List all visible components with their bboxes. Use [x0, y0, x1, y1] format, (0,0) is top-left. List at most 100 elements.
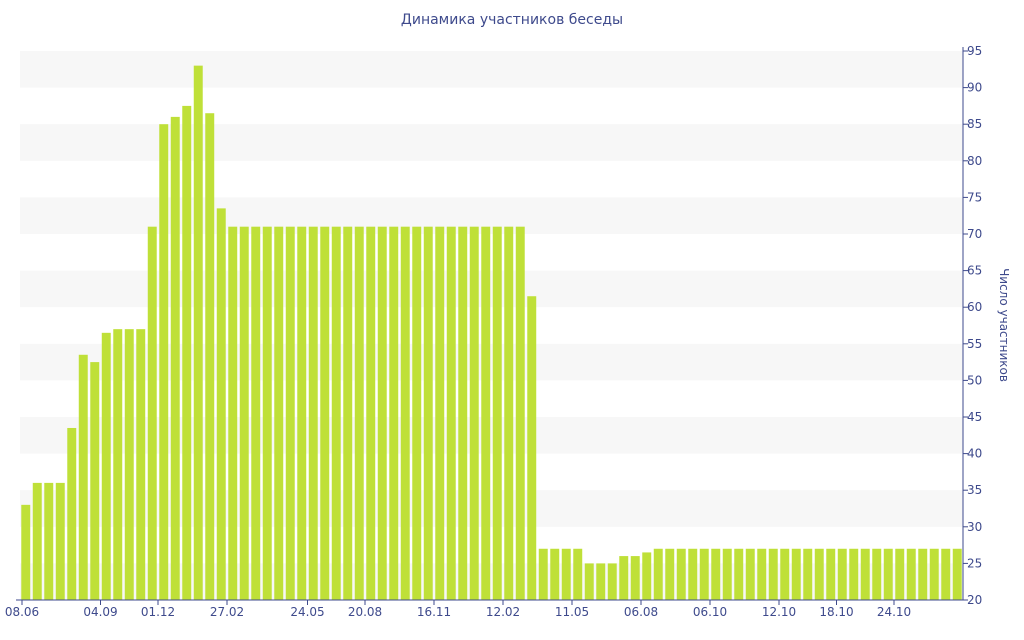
- y-tick-label: 45: [967, 410, 982, 424]
- bar: [699, 548, 709, 600]
- bar: [929, 548, 939, 600]
- bar: [814, 548, 824, 600]
- bar: [538, 548, 548, 600]
- y-tick-label: 20: [967, 593, 982, 607]
- y-tick-label: 80: [967, 154, 982, 168]
- bar: [872, 548, 882, 600]
- x-tick-label: 12.10: [762, 605, 796, 619]
- bars: [21, 65, 962, 601]
- bar: [527, 296, 537, 600]
- bar: [883, 548, 893, 600]
- bar: [67, 427, 77, 600]
- bar: [665, 548, 675, 600]
- bar: [159, 124, 169, 600]
- bar: [55, 482, 65, 600]
- bar: [32, 482, 42, 600]
- bar: [458, 226, 468, 600]
- bar: [78, 354, 88, 600]
- bar: [400, 226, 410, 600]
- y-tick-label: 75: [967, 190, 982, 204]
- bar: [745, 548, 755, 600]
- x-tick-label: 12.02: [486, 605, 520, 619]
- y-tick-label: 50: [967, 373, 982, 387]
- bar: [860, 548, 870, 600]
- bar: [205, 113, 215, 600]
- bar: [734, 548, 744, 600]
- bar: [377, 226, 387, 600]
- bar: [653, 548, 663, 600]
- y-tick-label: 90: [967, 81, 982, 95]
- x-tick-label: 01.12: [141, 605, 175, 619]
- bar: [193, 65, 203, 600]
- bar: [297, 226, 307, 600]
- bar: [837, 548, 847, 600]
- y-tick-label: 65: [967, 264, 982, 278]
- bar: [918, 548, 928, 600]
- bar: [21, 504, 31, 600]
- y-tick-label: 25: [967, 556, 982, 570]
- bar: [596, 563, 606, 600]
- axes: [16, 47, 964, 601]
- bar: [550, 548, 560, 600]
- bar: [906, 548, 916, 600]
- bar: [182, 105, 192, 601]
- chart-title: Динамика участников беседы: [400, 12, 624, 28]
- x-tick-label: 11.05: [555, 605, 589, 619]
- bar: [573, 548, 583, 600]
- y-axis-ticks: 20 25 30 35 40 45 50 55 60 65 70 75 80 85 90 95: [963, 44, 982, 607]
- bar: [124, 329, 134, 600]
- y-tick-label: 95: [967, 44, 982, 58]
- bar: [331, 226, 341, 600]
- y-tick-label: 35: [967, 483, 982, 497]
- bar: [941, 548, 951, 600]
- bar: [308, 226, 318, 600]
- x-tick-label: 24.05: [290, 605, 324, 619]
- bar: [228, 226, 238, 600]
- x-tick-label: 16.11: [417, 605, 451, 619]
- y-tick-label: 85: [967, 117, 982, 131]
- bar: [619, 556, 629, 600]
- bar: [642, 552, 652, 600]
- bar: [412, 226, 422, 600]
- bar: [469, 226, 479, 600]
- x-axis-ticks: 08.06 04.09 01.12 27.02 24.05 20.08 16.11 12.02…: [5, 600, 911, 619]
- bar: [688, 548, 698, 600]
- bar: [515, 226, 525, 600]
- bar: [481, 226, 491, 600]
- bar: [446, 226, 456, 600]
- bar: [251, 226, 261, 600]
- bar: [630, 556, 640, 600]
- bar: [354, 226, 364, 600]
- bar: [90, 362, 100, 600]
- y-tick-label: 60: [967, 300, 982, 314]
- x-tick-label: 06.08: [624, 605, 658, 619]
- x-tick-label: 20.08: [348, 605, 382, 619]
- bar: [791, 548, 801, 600]
- bar: [607, 563, 617, 600]
- bar: [44, 482, 54, 600]
- bar: [320, 226, 330, 600]
- bar: [757, 548, 767, 600]
- bar: [826, 548, 836, 600]
- bar: [423, 226, 433, 600]
- bar: [768, 548, 778, 600]
- bar: [389, 226, 399, 600]
- y-tick-label: 55: [967, 337, 982, 351]
- x-tick-label: 27.02: [210, 605, 244, 619]
- bar: [343, 226, 353, 600]
- x-tick-label: 08.06: [5, 605, 39, 619]
- bar: [285, 226, 295, 600]
- bar: [676, 548, 686, 600]
- bar: [435, 226, 445, 600]
- x-tick-label: 06.10: [693, 605, 727, 619]
- y-tick-label: 40: [967, 447, 982, 461]
- bar: [147, 226, 157, 600]
- bar: [366, 226, 376, 600]
- bar: [780, 548, 790, 600]
- bar: [952, 548, 962, 600]
- x-tick-label: 04.09: [83, 605, 117, 619]
- bar: [849, 548, 859, 600]
- bar: [492, 226, 502, 600]
- bar: [262, 226, 272, 600]
- bar: [274, 226, 284, 600]
